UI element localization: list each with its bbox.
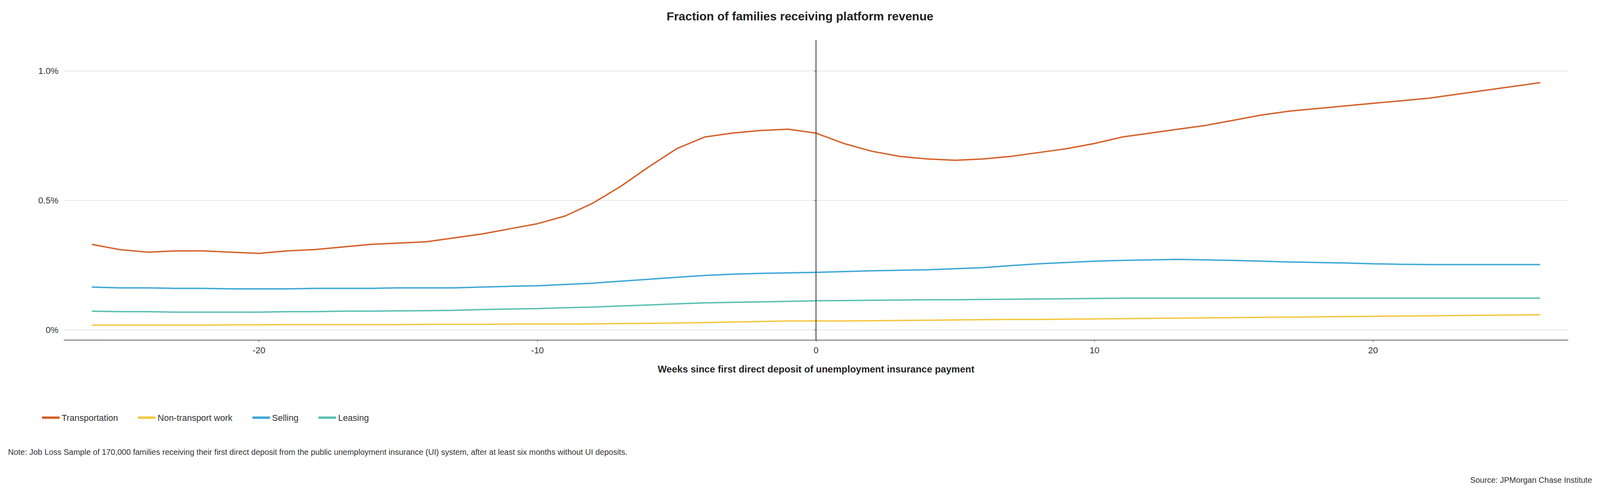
svg-text:Note: Job Loss Sample of 170,0: Note: Job Loss Sample of 170,000 familie… <box>8 448 628 457</box>
svg-text:20: 20 <box>1368 345 1378 356</box>
svg-text:Transportation: Transportation <box>61 413 118 424</box>
svg-text:Non-transport work: Non-transport work <box>157 413 233 424</box>
svg-text:0: 0 <box>813 345 819 356</box>
svg-text:Weeks since first direct depos: Weeks since first direct deposit of unem… <box>657 364 975 375</box>
svg-text:1.0%: 1.0% <box>38 66 59 76</box>
svg-text:Leasing: Leasing <box>338 413 369 424</box>
svg-text:0%: 0% <box>45 325 59 336</box>
svg-text:Selling: Selling <box>272 413 299 424</box>
svg-text:Source: JPMorgan Chase Institu: Source: JPMorgan Chase Institute <box>1470 476 1592 485</box>
svg-text:-10: -10 <box>531 345 544 356</box>
svg-text:Fraction of families receiving: Fraction of families receiving platform … <box>666 9 934 23</box>
svg-text:-20: -20 <box>252 345 266 356</box>
svg-text:10: 10 <box>1089 345 1100 356</box>
svg-text:0.5%: 0.5% <box>38 195 59 206</box>
